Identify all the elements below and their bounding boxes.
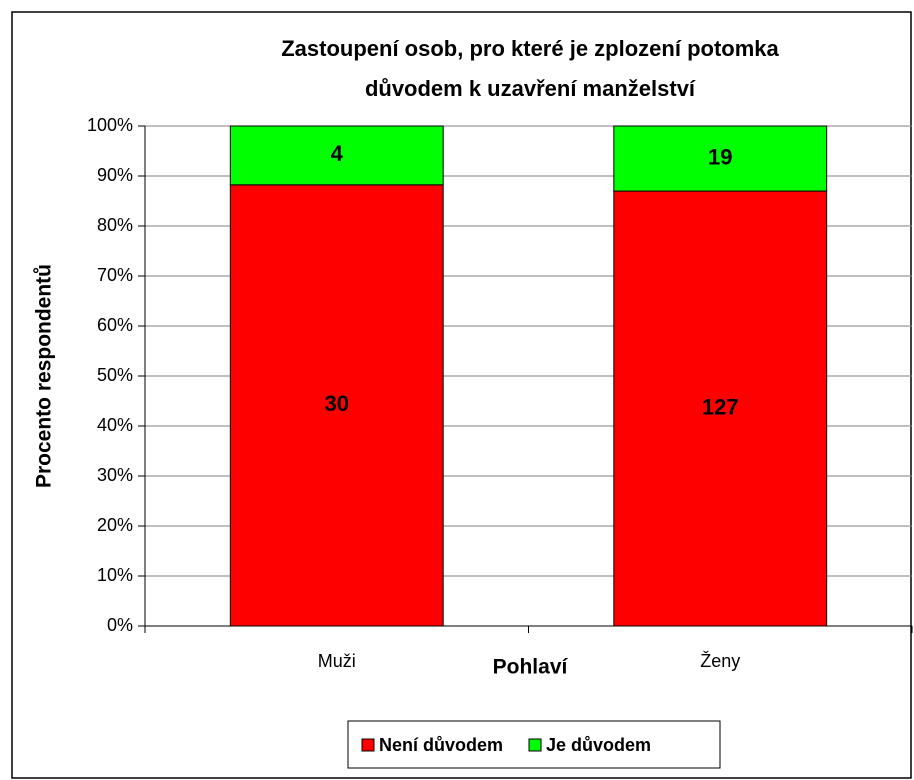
legend-swatch <box>361 738 375 752</box>
y-tick-label: 40% <box>97 415 133 435</box>
y-tick-label: 50% <box>97 365 133 385</box>
y-axis-label: Procento respondentů <box>33 264 56 488</box>
y-tick-label: 0% <box>107 615 133 635</box>
x-tick-label: Ženy <box>700 651 740 671</box>
bar-segment <box>229 125 444 186</box>
legend-swatch <box>528 738 542 752</box>
data-label: 30 <box>325 391 349 416</box>
y-tick-label: 30% <box>97 465 133 485</box>
legend-label: Je důvodem <box>546 735 651 755</box>
y-tick-label: 20% <box>97 515 133 535</box>
data-label: 127 <box>702 394 739 419</box>
chart-title: Zastoupení osob, pro které je zplození p… <box>281 36 779 61</box>
data-label: 4 <box>331 141 344 166</box>
y-tick-label: 80% <box>97 215 133 235</box>
data-label: 19 <box>708 144 732 169</box>
y-tick-label: 10% <box>97 565 133 585</box>
bar-segment <box>229 184 444 627</box>
x-axis-label: Pohlaví <box>493 656 569 679</box>
y-tick-label: 100% <box>87 115 133 135</box>
y-tick-label: 90% <box>97 165 133 185</box>
bar-segment <box>613 190 828 627</box>
x-tick-label: Muži <box>318 651 356 671</box>
legend-label: Není důvodem <box>379 735 503 755</box>
chart-title: důvodem k uzavření manželství <box>365 76 696 101</box>
y-tick-label: 70% <box>97 265 133 285</box>
bar-segment <box>613 125 828 192</box>
y-tick-label: 60% <box>97 315 133 335</box>
